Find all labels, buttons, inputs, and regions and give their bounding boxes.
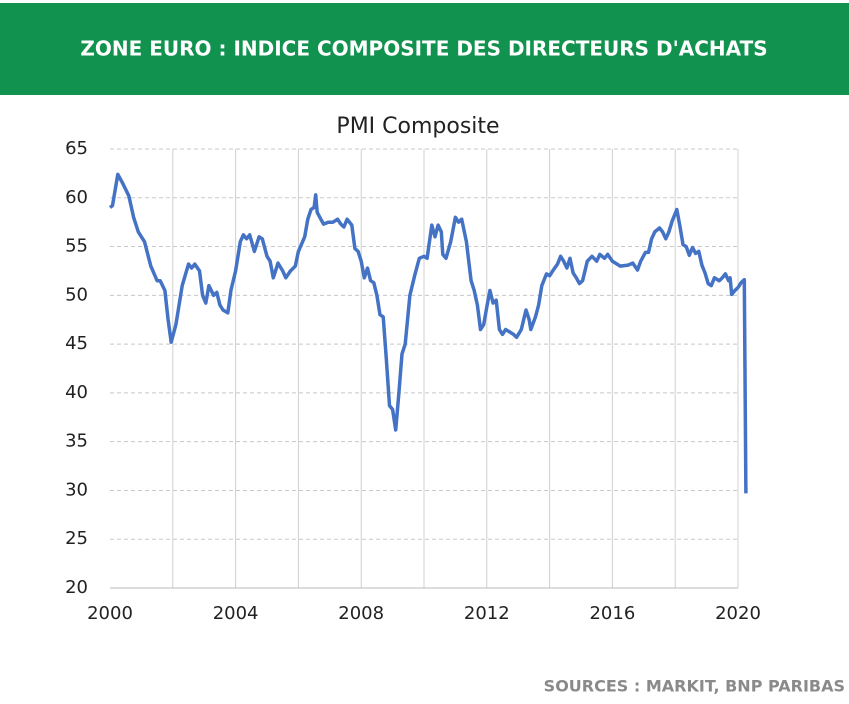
y-tick-label: 20	[65, 577, 88, 598]
chart-title: PMI Composite	[336, 114, 499, 139]
x-tick-label: 2012	[464, 603, 510, 624]
x-tick-label: 2000	[87, 603, 133, 624]
y-tick-label: 40	[65, 382, 88, 403]
y-tick-label: 45	[65, 333, 88, 354]
x-tick-label: 2020	[715, 603, 761, 624]
source-note: SOURCES : MARKIT, BNP PARIBAS	[544, 677, 845, 696]
data-line	[108, 172, 748, 494]
y-tick-label: 35	[65, 431, 88, 452]
y-tick-label: 65	[65, 138, 88, 159]
x-tick-label: 2008	[338, 603, 384, 624]
x-tick-label: 2004	[213, 603, 259, 624]
y-tick-label: 25	[65, 528, 88, 549]
x-tick-label: 2016	[589, 603, 635, 624]
y-tick-label: 50	[65, 284, 88, 305]
y-tick-label: 30	[65, 479, 88, 500]
header-title: ZONE EURO : INDICE COMPOSITE DES DIRECTE…	[80, 37, 767, 61]
y-tick-label: 55	[65, 236, 88, 257]
y-tick-label: 60	[65, 187, 88, 208]
header-band	[0, 3, 849, 95]
